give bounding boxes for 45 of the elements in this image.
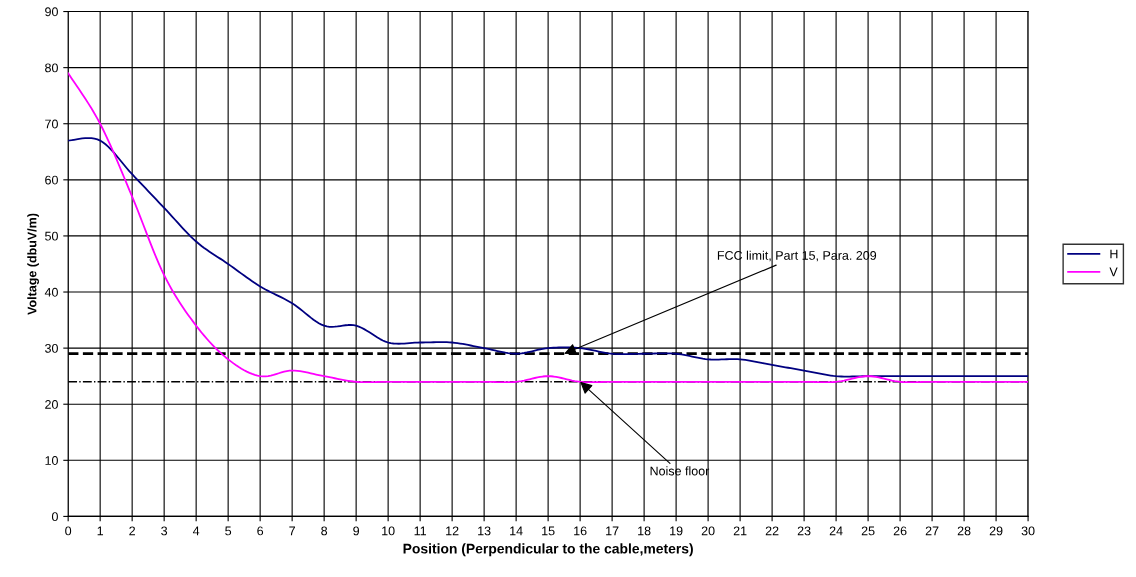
x-tick-label: 23 [797, 526, 811, 536]
y-axis-title: Voltage (dbuV/m) [27, 213, 39, 315]
x-tick-label: 10 [382, 526, 395, 536]
x-tick-label: 18 [638, 526, 651, 536]
x-tick-label: 13 [478, 526, 491, 536]
y-tick-label: 40 [44, 287, 58, 297]
x-tick-label: 16 [574, 526, 587, 536]
x-tick-label: 26 [893, 526, 907, 536]
x-tick-label: 12 [446, 526, 459, 536]
x-tick-label: 30 [1021, 526, 1035, 536]
x-tick-label: 1 [97, 526, 104, 536]
x-tick-label: 20 [701, 526, 715, 536]
x-tick-label: 29 [989, 526, 1003, 536]
x-tick-label: 14 [510, 526, 523, 536]
x-tick-label: 24 [829, 526, 843, 536]
y-tick-label: 50 [45, 231, 58, 241]
x-tick-label: 9 [353, 526, 360, 536]
x-tick-label: 25 [861, 526, 875, 536]
y-tick-label: 70 [45, 119, 58, 129]
y-tick-label: 80 [45, 63, 58, 73]
x-tick-label: 28 [957, 526, 971, 536]
y-tick-label: 0 [51, 512, 58, 522]
y-tick-label: 30 [45, 343, 58, 353]
x-tick-label: 19 [670, 526, 683, 536]
x-tick-label: 3 [161, 526, 168, 536]
x-tick-label: 0 [65, 526, 72, 536]
y-tick-label: 90 [45, 7, 58, 17]
y-tick-label: 60 [45, 175, 58, 185]
x-axis-title: Position (Perpendicular to the cable,meters) [403, 543, 693, 557]
legend-label: V [1109, 267, 1118, 277]
x-tick-label: 21 [733, 526, 747, 536]
x-tick-label: 7 [289, 526, 295, 536]
y-tick-label: 20 [45, 400, 58, 409]
x-tick-label: 27 [925, 526, 939, 536]
y-tick-label: 10 [45, 456, 58, 465]
legend-label: H [1110, 249, 1118, 259]
x-tick-label: 11 [414, 526, 427, 536]
x-tick-label: 5 [225, 526, 232, 536]
x-tick-label: 8 [321, 526, 328, 536]
x-tick-label: 15 [542, 526, 555, 536]
x-tick-label: 22 [765, 526, 779, 536]
x-tick-label: 17 [606, 526, 619, 536]
x-tick-label: 6 [257, 526, 264, 536]
x-tick-label: 2 [129, 526, 135, 536]
x-tick-label: 4 [192, 526, 200, 536]
